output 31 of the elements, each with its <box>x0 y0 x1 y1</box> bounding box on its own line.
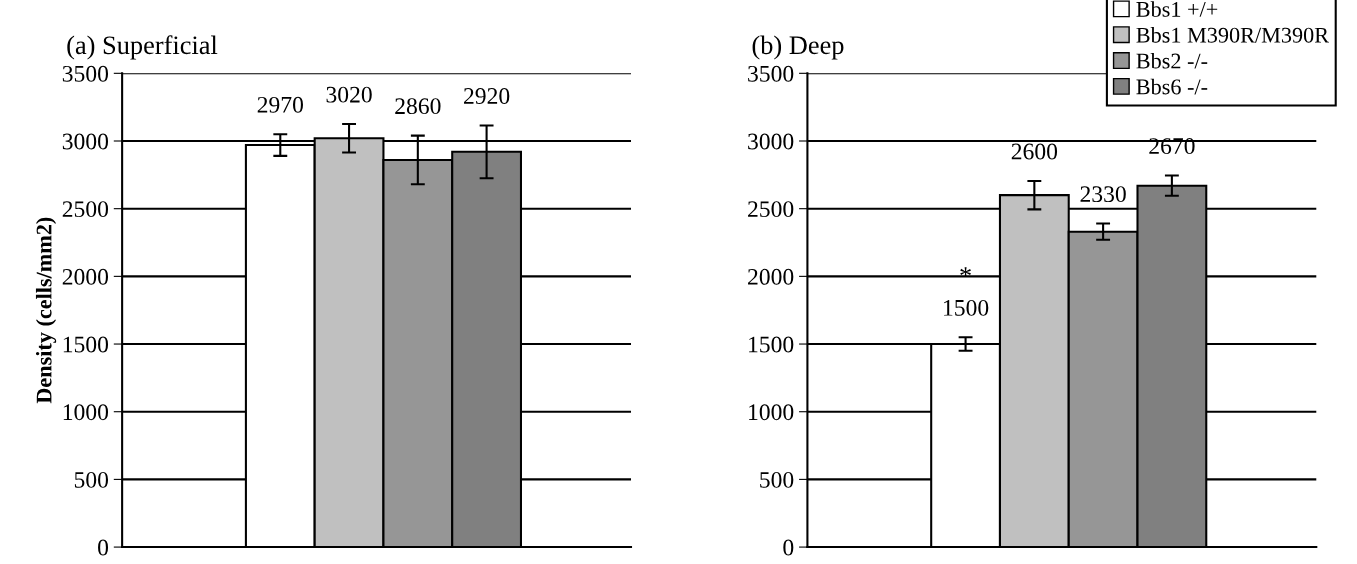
legend-label: Bbs1 M390R/M390R <box>1136 27 1329 43</box>
y-tick-label: 1500 <box>63 336 109 353</box>
data-label: 2860 <box>395 98 441 115</box>
chart-title: (b) Deep <box>752 35 844 60</box>
y-tick-label: 3000 <box>748 133 794 150</box>
y-tick-label: 2500 <box>748 201 794 218</box>
annotation: * <box>960 267 971 277</box>
data-label: 3020 <box>326 86 372 103</box>
legend-label: Bbs1 +/+ <box>1136 1 1218 17</box>
y-tick-label: 500 <box>760 471 794 488</box>
data-label: 2970 <box>257 96 303 113</box>
y-tick-label: 0 <box>783 539 794 556</box>
data-label: 2600 <box>1011 143 1058 160</box>
y-tick-label: 1000 <box>63 404 109 421</box>
y-tick-label: 1500 <box>749 336 794 353</box>
data-label: 2920 <box>464 88 510 104</box>
y-tick-label: 3000 <box>62 133 109 150</box>
data-label: 1500 <box>944 299 989 316</box>
legend-label: Bbs6 -/- <box>1136 78 1208 95</box>
y-tick-label: 0 <box>98 539 109 556</box>
legend-label: Bbs2 -/- <box>1136 52 1208 69</box>
y-tick-label: 500 <box>74 471 109 488</box>
y-axis-title: Density (cells/mm2) <box>35 217 57 404</box>
y-tick-label: 1000 <box>749 404 794 421</box>
y-tick-label: 2000 <box>62 268 109 285</box>
y-tick-label: 3500 <box>748 65 794 82</box>
data-label: 2330 <box>1080 186 1126 203</box>
chart-title: (a) Superficial <box>67 35 218 60</box>
y-tick-label: 2500 <box>62 201 109 218</box>
y-tick-label: 3500 <box>62 65 109 82</box>
y-tick-label: 2000 <box>748 268 794 285</box>
